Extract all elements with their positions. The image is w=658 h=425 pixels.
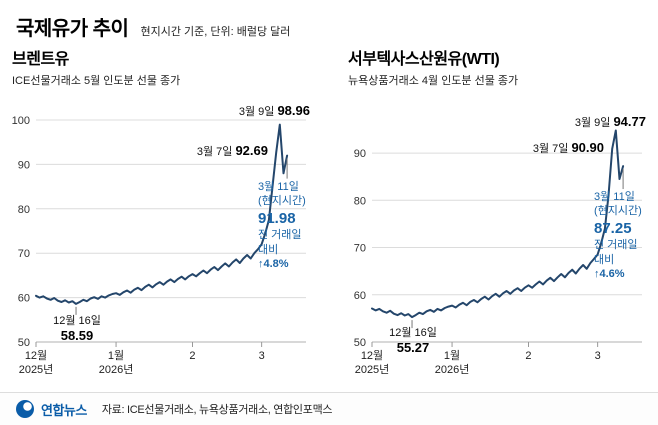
annotation-latest-value: 91.98 — [258, 209, 296, 227]
svg-text:70: 70 — [354, 243, 366, 255]
yonhap-logo-text: 연합뉴스 — [41, 402, 87, 418]
annotation-latest-note: (현지시간) — [258, 195, 306, 208]
annotation-low: 12월 16일 58.59 — [32, 315, 122, 344]
footer: 연합뉴스 자료: ICE선물거래소, 뉴욕상품거래소, 연합인포맥스 — [0, 392, 658, 425]
charts-row: 브렌트유 ICE선물거래소 5월 인도분 선물 종가 50 60 70 80 90 100… — [12, 50, 658, 382]
annotation-peak-value: 98.96 — [277, 103, 310, 119]
annotation-peak: 3월 9일 98.96 — [239, 103, 310, 119]
svg-text:60: 60 — [18, 293, 30, 305]
svg-text:2025년: 2025년 — [19, 363, 54, 376]
annotation-mid: 3월 7일 92.69 — [197, 143, 268, 159]
svg-text:50: 50 — [354, 337, 366, 349]
brent-chart-title: 브렌트유 — [12, 51, 69, 68]
annotation-latest-date: 3월 11일 — [594, 191, 635, 204]
annotation-mid-date: 3월 7일 — [532, 143, 569, 156]
annotation-latest-desc: 전 거래일 대비 — [594, 239, 638, 266]
annotation-low-value: 55.27 — [396, 340, 430, 356]
svg-text:3: 3 — [259, 350, 265, 362]
svg-text:2025년: 2025년 — [355, 363, 390, 376]
annotation-mid-date: 3월 7일 — [196, 146, 233, 159]
svg-text:70: 70 — [18, 248, 30, 260]
svg-text:2: 2 — [189, 350, 195, 362]
svg-text:100: 100 — [12, 115, 30, 127]
page-header: 국제유가 추이 현지시간 기준, 단위: 배럴당 달러 — [16, 12, 290, 41]
annotation-mid-value: 92.69 — [235, 143, 268, 159]
annotation-mid: 3월 7일 90.90 — [533, 140, 604, 156]
yonhap-logo-icon — [16, 400, 34, 418]
svg-text:2026년: 2026년 — [435, 363, 470, 376]
annotation-latest-value: 87.25 — [594, 219, 632, 237]
wti-panel: 서부텍사스산원유(WTI) 뉴욕상품거래소 4월 인도분 선물 종가 50 60 7… — [348, 50, 658, 382]
svg-text:2026년: 2026년 — [99, 363, 134, 376]
svg-text:12월: 12월 — [361, 349, 383, 362]
brent-chart: 50 60 70 80 90 100 12월 2025년 1월 2026년 2 3 3월 9일 98.… — [12, 90, 322, 382]
svg-text:1월: 1월 — [108, 349, 124, 362]
annotation-peak: 3월 9일 94.77 — [575, 114, 646, 130]
svg-text:80: 80 — [354, 195, 366, 207]
annotation-latest-desc: 전 거래일 대비 — [258, 229, 302, 256]
annotation-latest: 3월 11일 (현지시간) 91.98 전 거래일 대비 ↑4.8% — [258, 180, 322, 271]
annotation-peak-date: 3월 9일 — [574, 117, 611, 130]
svg-text:50: 50 — [18, 337, 30, 349]
svg-text:90: 90 — [18, 160, 30, 172]
svg-text:12월: 12월 — [25, 349, 47, 362]
annotation-low-value: 58.59 — [60, 328, 94, 344]
annotation-latest-date: 3월 11일 — [258, 181, 299, 194]
brent-panel: 브렌트유 ICE선물거래소 5월 인도분 선물 종가 50 60 70 80 90 100… — [12, 50, 322, 382]
source-caption: 자료: ICE선물거래소, 뉴욕상품거래소, 연합인포맥스 — [101, 404, 333, 416]
brent-chart-subtitle: ICE선물거래소 5월 인도분 선물 종가 — [12, 75, 181, 88]
svg-text:60: 60 — [354, 290, 366, 302]
wti-chart: 50 60 70 80 90 12월 2025년 1월 2026년 2 3 3월 9일 94.77 … — [348, 90, 658, 382]
annotation-low-date: 12월 16일 — [389, 327, 437, 340]
svg-text:90: 90 — [354, 148, 366, 160]
annotation-low-date: 12월 16일 — [53, 315, 101, 328]
annotation-latest: 3월 11일 (현지시간) 87.25 전 거래일 대비 ↑4.6% — [594, 190, 658, 281]
svg-text:3: 3 — [595, 350, 601, 362]
svg-text:80: 80 — [18, 204, 30, 216]
page-title: 국제유가 추이 — [16, 18, 129, 40]
svg-text:1월: 1월 — [444, 349, 460, 362]
wti-chart-subtitle: 뉴욕상품거래소 4월 인도분 선물 종가 — [348, 75, 519, 88]
units-caption: 현지시간 기준, 단위: 배럴당 달러 — [140, 26, 291, 38]
annotation-peak-value: 94.77 — [613, 114, 646, 130]
annotation-latest-change: ↑4.8% — [258, 257, 289, 270]
annotation-peak-date: 3월 9일 — [238, 106, 275, 119]
annotation-latest-change: ↑4.6% — [594, 267, 625, 280]
svg-text:2: 2 — [525, 350, 531, 362]
annotation-low: 12월 16일 55.27 — [368, 327, 458, 356]
annotation-latest-note: (현지시간) — [594, 205, 642, 218]
wti-chart-title: 서부텍사스산원유(WTI) — [348, 51, 500, 68]
annotation-mid-value: 90.90 — [571, 140, 604, 156]
